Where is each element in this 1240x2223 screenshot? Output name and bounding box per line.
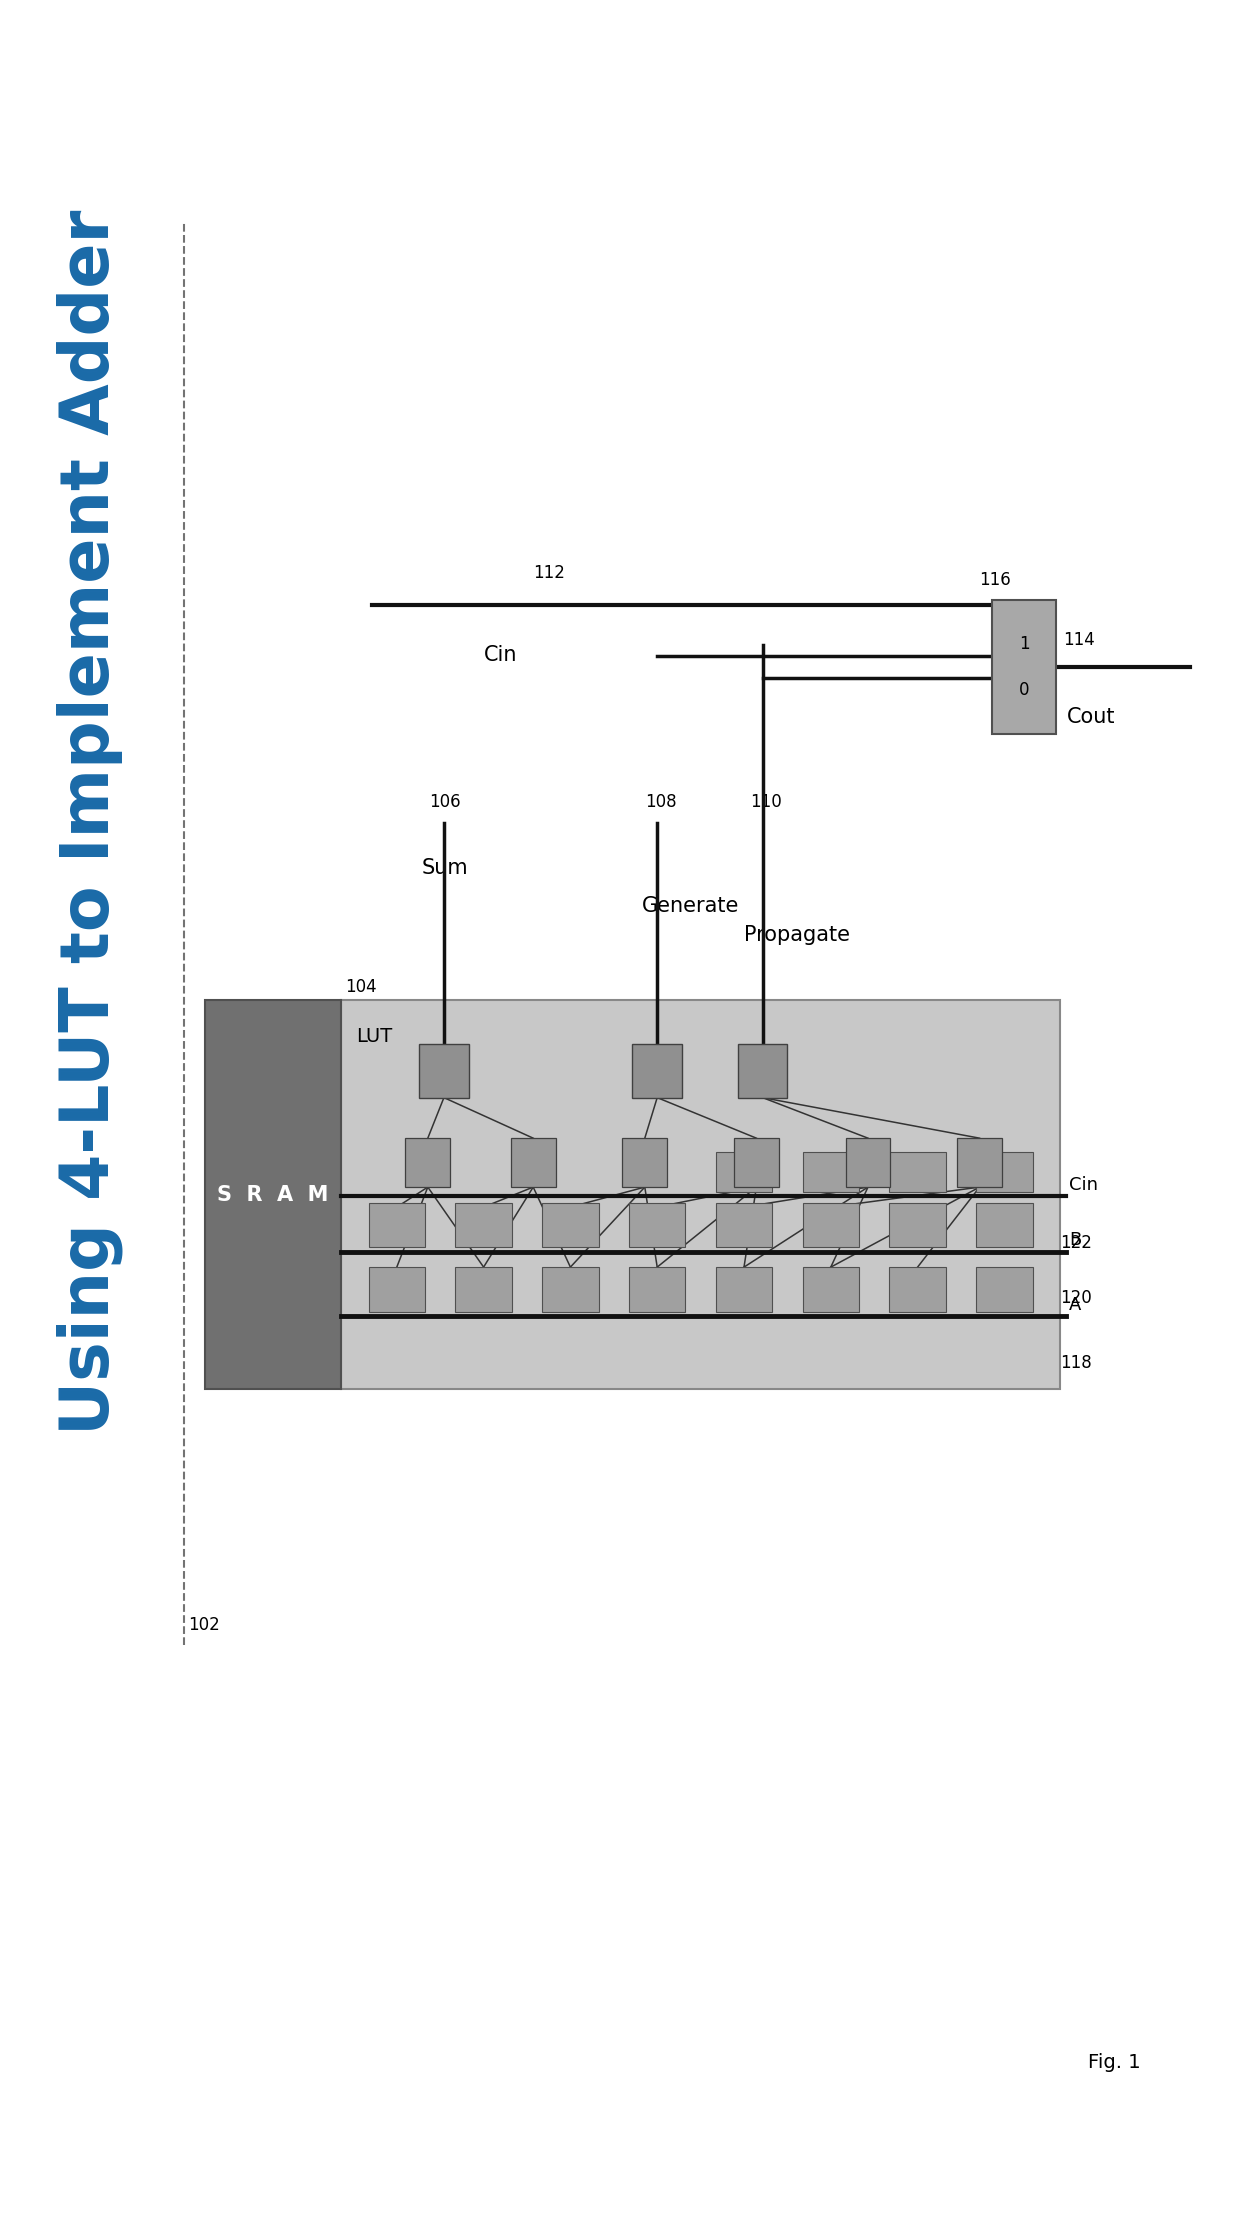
Bar [889, 1152, 946, 1192]
Bar [622, 1138, 667, 1187]
Bar [802, 1203, 859, 1247]
Bar [419, 1045, 469, 1098]
Bar [715, 1267, 773, 1312]
Bar [846, 1138, 890, 1187]
Bar [205, 1000, 341, 1389]
Text: 106: 106 [429, 794, 461, 811]
Text: 104: 104 [345, 978, 377, 996]
Bar [511, 1138, 556, 1187]
Bar [368, 1203, 425, 1247]
Text: 118: 118 [1060, 1354, 1092, 1372]
Bar [992, 600, 1056, 734]
Text: 116: 116 [980, 571, 1012, 589]
Text: Generate: Generate [642, 896, 740, 916]
Text: 0: 0 [1019, 680, 1029, 698]
Text: B: B [1069, 1232, 1081, 1249]
Text: 120: 120 [1060, 1289, 1092, 1307]
Bar [455, 1267, 512, 1312]
Bar [802, 1267, 859, 1312]
Text: 122: 122 [1060, 1234, 1092, 1252]
Text: S  R  A  M: S R A M [217, 1185, 329, 1205]
Bar [368, 1267, 425, 1312]
Text: 112: 112 [533, 565, 565, 582]
Bar [976, 1267, 1033, 1312]
Bar [405, 1138, 450, 1187]
Text: A: A [1069, 1296, 1081, 1314]
Bar [455, 1203, 512, 1247]
Text: Propagate: Propagate [744, 925, 849, 945]
Bar [889, 1203, 946, 1247]
Text: Cin: Cin [484, 645, 517, 665]
Bar [957, 1138, 1002, 1187]
Bar [889, 1267, 946, 1312]
Bar [976, 1152, 1033, 1192]
Text: 1: 1 [1019, 636, 1029, 654]
Text: 110: 110 [750, 794, 782, 811]
Bar [976, 1203, 1033, 1247]
Text: Sum: Sum [422, 858, 469, 878]
Bar [738, 1045, 787, 1098]
Bar [715, 1203, 773, 1247]
Bar [734, 1138, 779, 1187]
Text: 102: 102 [188, 1616, 221, 1634]
Bar [542, 1203, 599, 1247]
Text: Cin: Cin [1069, 1176, 1097, 1194]
Bar [629, 1267, 686, 1312]
Bar [715, 1152, 773, 1192]
Bar [542, 1267, 599, 1312]
Bar [629, 1203, 686, 1247]
Text: LUT: LUT [356, 1027, 392, 1047]
Bar [341, 1000, 1060, 1389]
Text: 114: 114 [1063, 631, 1095, 649]
Text: 108: 108 [645, 794, 677, 811]
Text: Fig. 1: Fig. 1 [1089, 2052, 1141, 2072]
Bar [632, 1045, 682, 1098]
Text: Using 4-LUT to Implement Adder: Using 4-LUT to Implement Adder [56, 209, 123, 1436]
Bar [802, 1152, 859, 1192]
Text: Cout: Cout [1066, 707, 1115, 727]
